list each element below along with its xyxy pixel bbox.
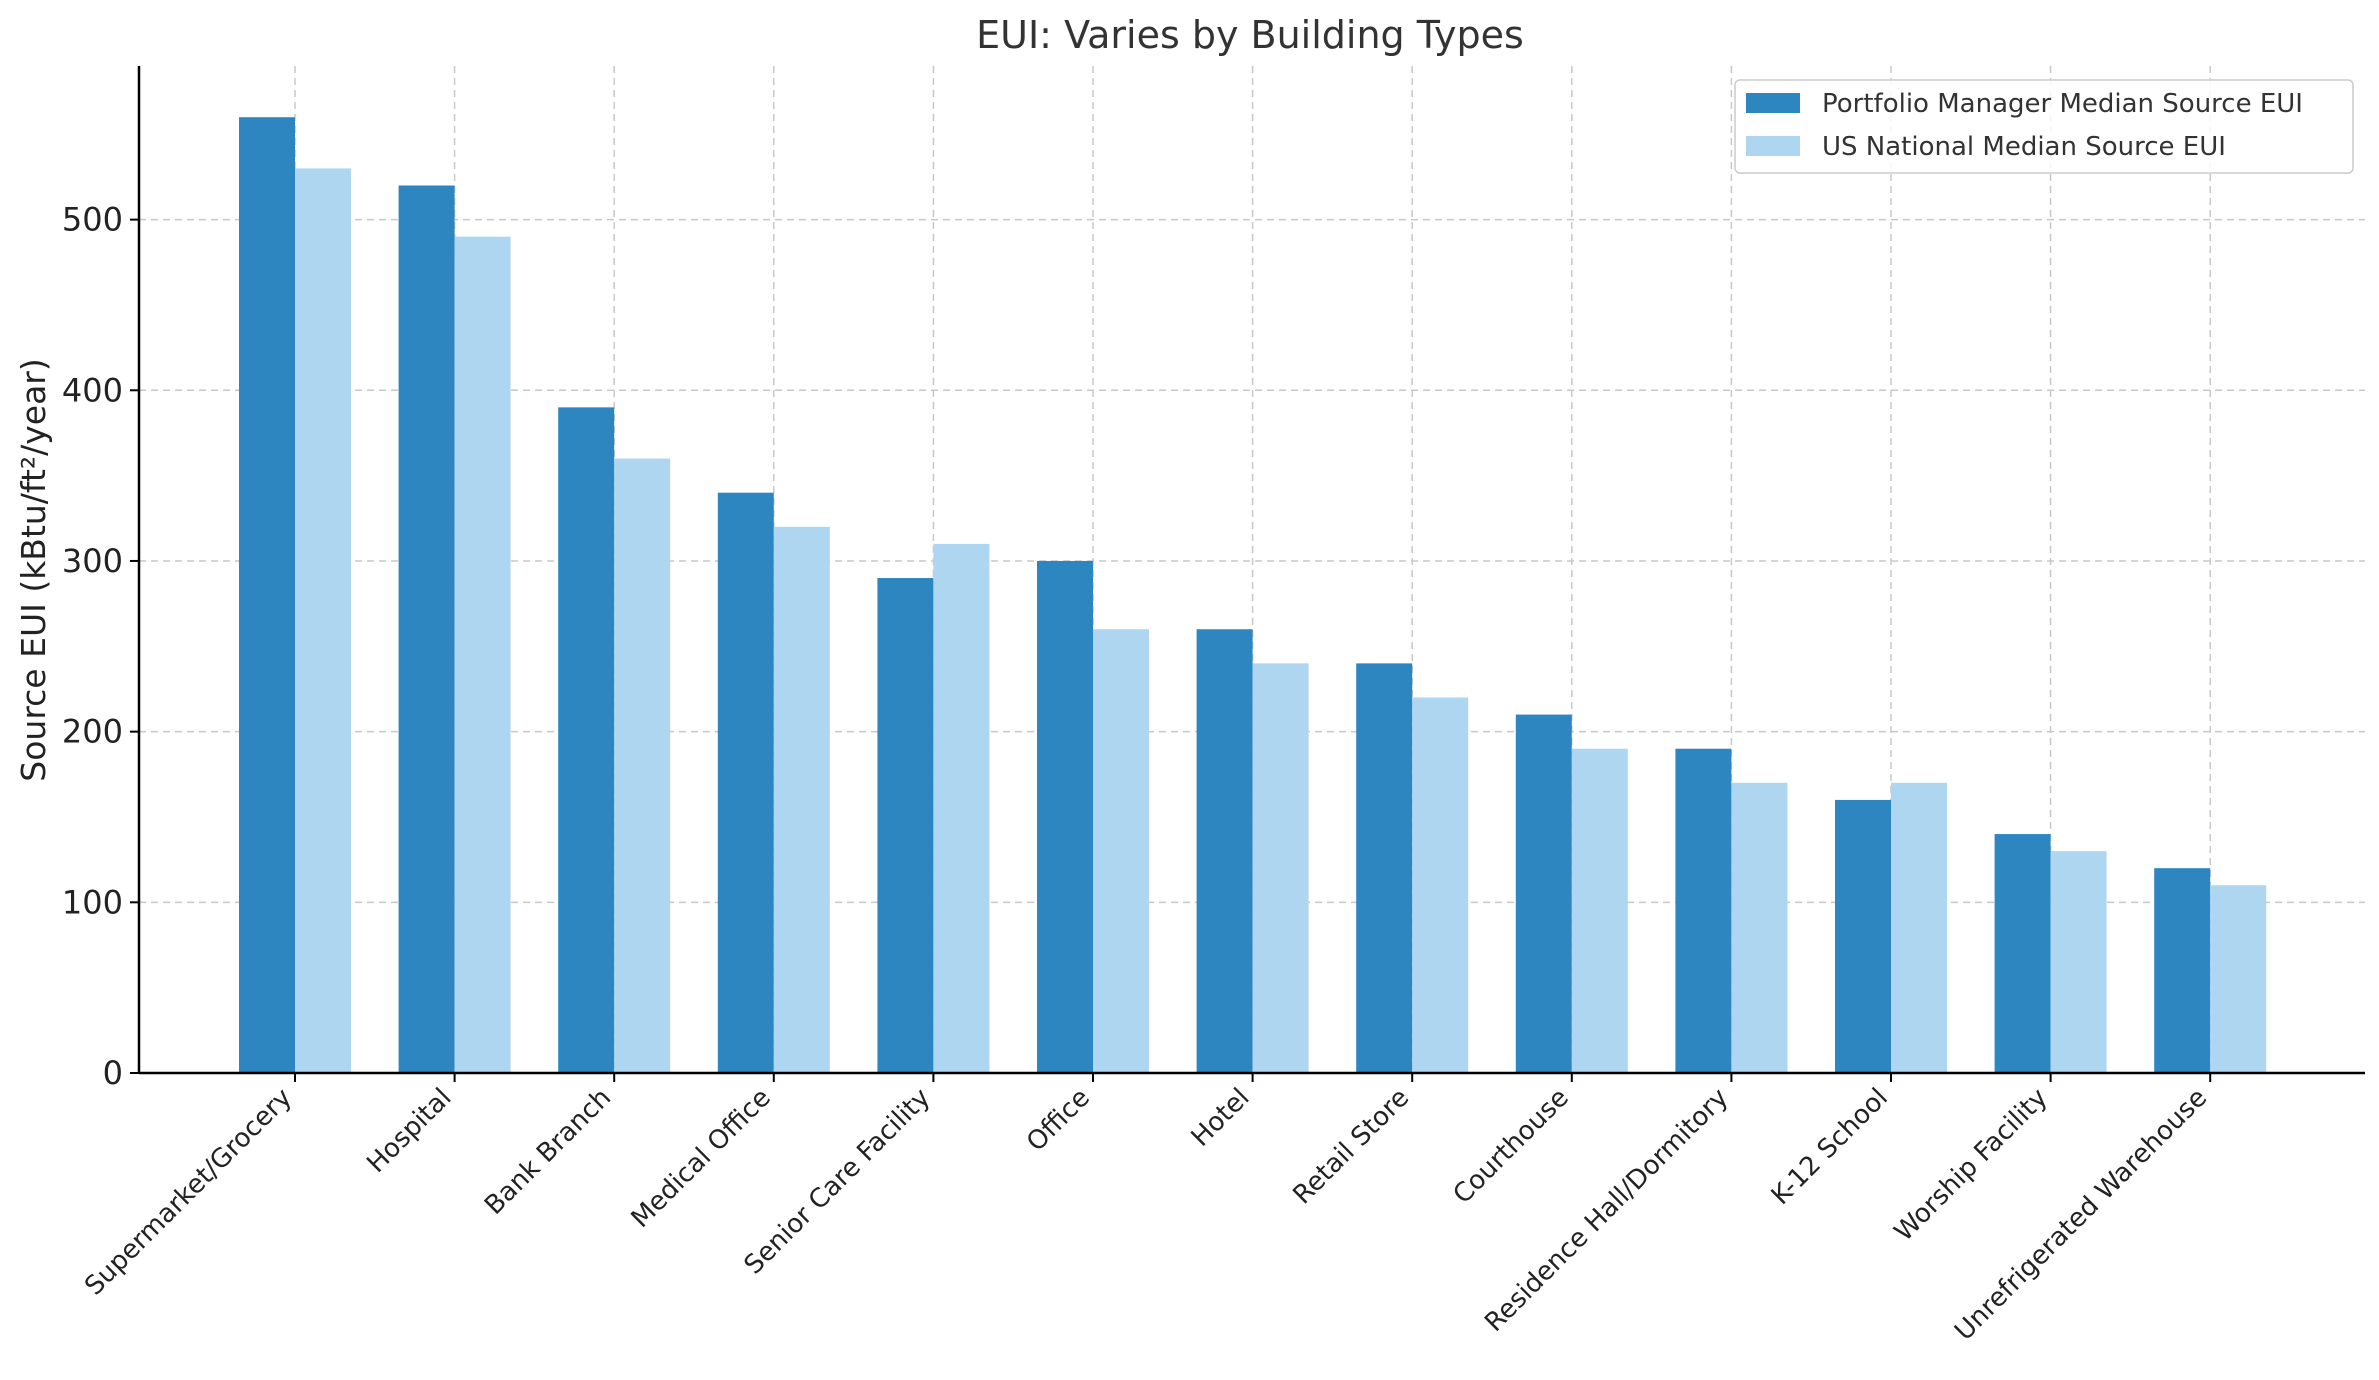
legend-box (1734, 79, 2354, 174)
bar-courthouse-us-national (1571, 748, 1628, 1073)
bar-senior-care-facility-portfolio-manager (877, 578, 934, 1073)
chart-title: EUI: Varies by Building Types (976, 13, 1524, 57)
bar-unrefrigerated-warehouse-us-national (2210, 885, 2267, 1073)
bar-medical-office-us-national (773, 526, 830, 1073)
bar-office-us-national (1093, 629, 1149, 1073)
bar-retail-store-portfolio-manager (1356, 663, 1413, 1073)
x-tick-label: Hotel (1186, 1083, 1256, 1153)
x-tick-label: Retail Store (1288, 1083, 1416, 1211)
legend-swatch-us-national (1746, 136, 1800, 156)
bar-unrefrigerated-warehouse-portfolio-manager (2154, 868, 2211, 1073)
bar-senior-care-facility-us-national (933, 543, 990, 1073)
bar-medical-office-portfolio-manager (717, 492, 774, 1073)
x-tick-label: Supermarket/Grocery (79, 1083, 298, 1302)
bar-k-12-school-us-national (1891, 782, 1947, 1073)
legend: Portfolio Manager Median Source EUI US N… (1734, 79, 2354, 174)
x-tick-label: Bank Branch (479, 1083, 617, 1221)
bar-bank-branch-us-national (614, 458, 671, 1073)
x-tick-label: Courthouse (1448, 1083, 1575, 1210)
bar-residence-hall-dormitory-portfolio-manager (1675, 748, 1732, 1073)
bar-supermarket-grocery-portfolio-manager (239, 117, 295, 1074)
x-tick-label: Medical Office (626, 1083, 777, 1234)
bar-hotel-us-national (1252, 663, 1309, 1073)
y-tick-label: 100 (62, 883, 123, 921)
bar-k-12-school-portfolio-manager (1835, 799, 1891, 1073)
bars (239, 117, 2267, 1074)
grid-lines (139, 66, 2365, 1073)
x-tick-label: Unrefrigerated Warehouse (1949, 1083, 2213, 1347)
bar-hospital-portfolio-manager (398, 185, 455, 1073)
y-tick-label: 500 (62, 201, 123, 239)
x-tick-label: Senior Care Facility (739, 1083, 937, 1281)
bar-office-portfolio-manager (1037, 560, 1093, 1073)
bar-worship-facility-portfolio-manager (1994, 834, 2051, 1073)
bar-retail-store-us-national (1412, 697, 1469, 1073)
bar-courthouse-portfolio-manager (1515, 714, 1572, 1073)
y-tick-label: 0 (103, 1054, 123, 1092)
bar-hotel-portfolio-manager (1196, 629, 1253, 1073)
bar-residence-hall-dormitory-us-national (1731, 782, 1788, 1073)
bar-worship-facility-us-national (2050, 851, 2107, 1073)
y-ticks: 0 100 200 300 400 500 (62, 201, 139, 1092)
y-tick-label: 400 (62, 371, 123, 409)
x-ticks: Supermarket/Grocery Hospital Bank Branch Me… (79, 1073, 2213, 1347)
legend-swatch-portfolio-manager (1746, 93, 1800, 113)
x-tick-label: Worship Facility (1889, 1083, 2054, 1248)
bar-hospital-us-national (454, 236, 511, 1073)
x-tick-label: K-12 School (1766, 1083, 1894, 1211)
legend-label-portfolio-manager: Portfolio Manager Median Source EUI (1822, 89, 2303, 119)
y-axis-label: Source EUI (kBtu/ft²/year) (14, 358, 53, 781)
y-tick-label: 200 (62, 713, 123, 751)
x-tick-label: Office (1021, 1083, 1096, 1158)
bar-bank-branch-portfolio-manager (558, 407, 615, 1073)
legend-label-us-national: US National Median Source EUI (1822, 132, 2226, 162)
bar-supermarket-grocery-us-national (295, 168, 351, 1073)
y-tick-label: 300 (62, 542, 123, 580)
x-tick-label: Hospital (361, 1083, 457, 1179)
